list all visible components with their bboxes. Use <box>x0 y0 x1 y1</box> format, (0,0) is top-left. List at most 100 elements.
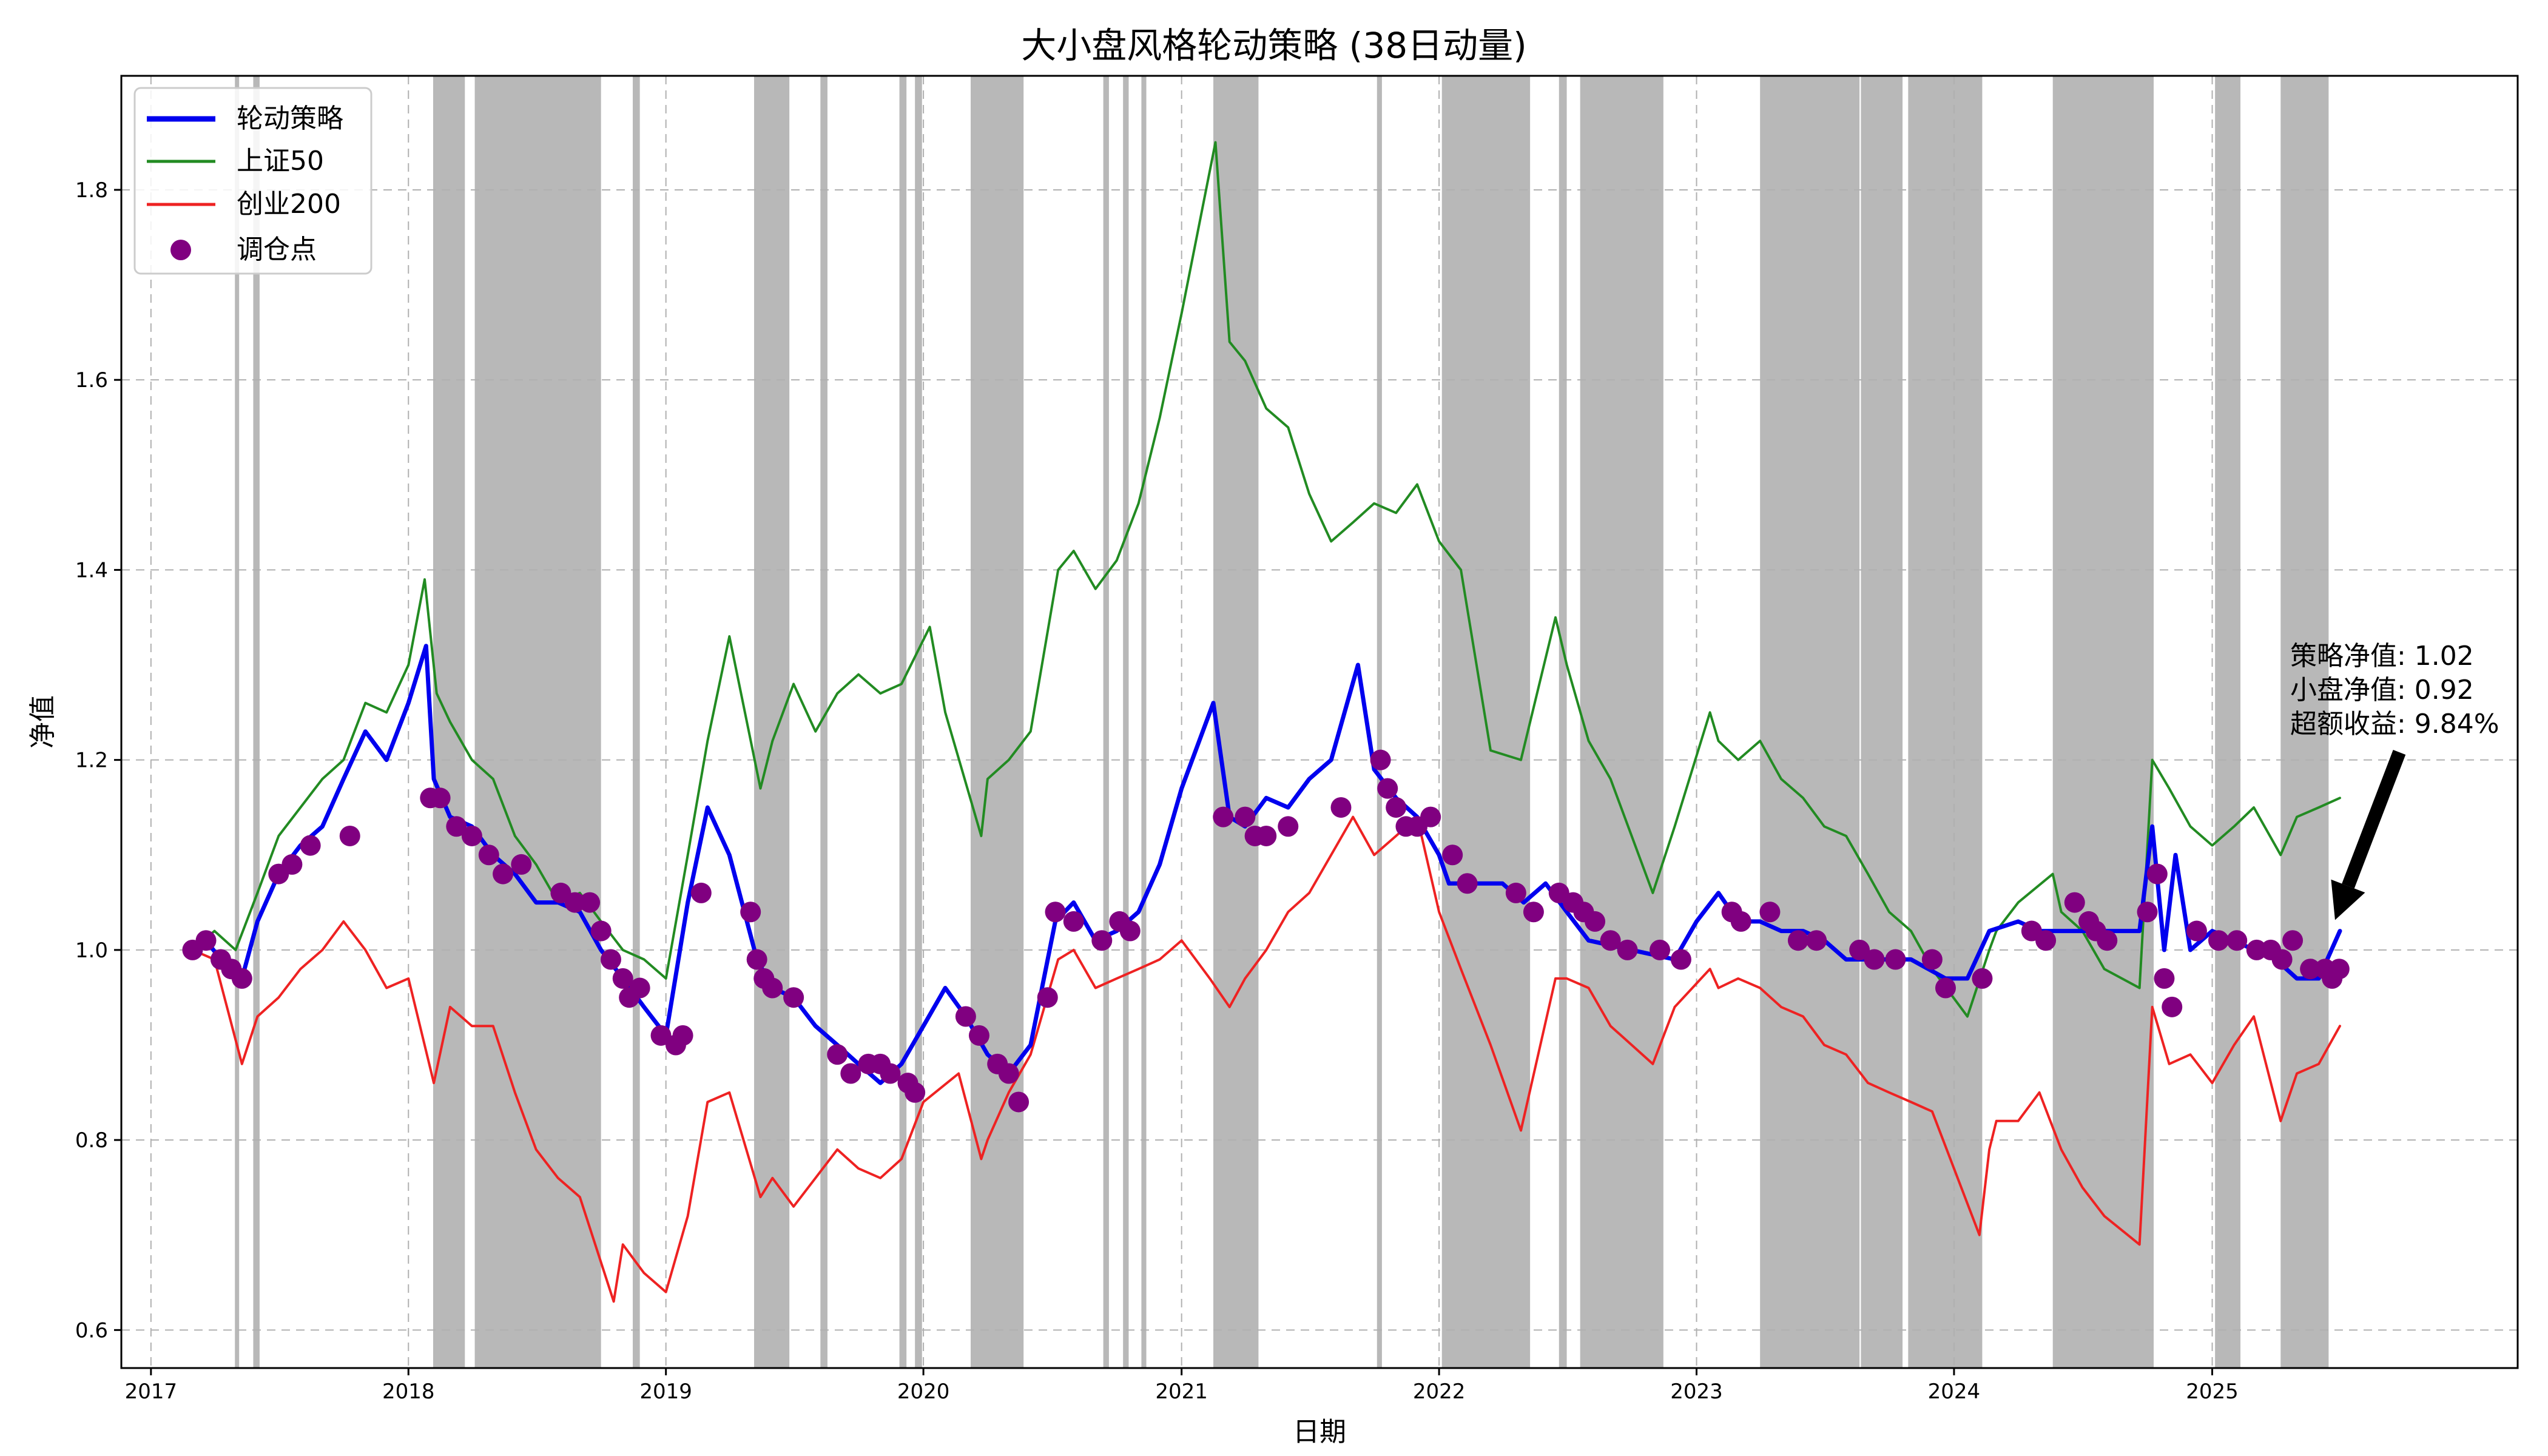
rebalance-point <box>998 1063 1019 1084</box>
rebalance-point <box>968 1025 989 1046</box>
plot-frame <box>120 75 2519 1369</box>
shaded-period <box>1861 76 1903 1368</box>
y-tick-label: 1.4 <box>75 558 108 582</box>
rebalance-point <box>2146 863 2168 885</box>
rebalance-point <box>1235 806 1256 827</box>
y-tick-label: 1.8 <box>75 178 108 203</box>
shaded-period <box>2052 76 2154 1368</box>
rebalance-point <box>783 987 804 1008</box>
chart-title: 大小盘风格轮动策略 (38日动量) <box>1021 25 1527 66</box>
rebalance-point <box>1278 816 1299 837</box>
shaded-period <box>633 76 640 1368</box>
annotation-arrow-head <box>2331 879 2365 920</box>
legend-label-strategy: 轮动策略 <box>237 103 343 134</box>
rebalance-point <box>1008 1091 1030 1113</box>
rebalance-point <box>1119 920 1141 942</box>
rebalance-point <box>1457 873 1478 894</box>
rebalance-point <box>564 892 585 913</box>
shading-layer <box>235 76 2329 1368</box>
shaded-period <box>1559 76 1567 1368</box>
rebalance-point <box>1806 930 1827 951</box>
x-tick-label: 2021 <box>1155 1380 1208 1404</box>
rebalance-point <box>2162 996 2183 1017</box>
rebalance-point <box>1617 939 1638 960</box>
rebalance-point <box>1063 911 1084 932</box>
rebalance-point <box>1921 949 1943 970</box>
rebalance-point <box>1849 939 1870 960</box>
rebalance-point <box>1523 902 1544 923</box>
series-line-sse50 <box>191 141 2341 1018</box>
rebalance-point <box>1650 939 1671 960</box>
grid-layer <box>121 76 2518 1368</box>
annotation-line-excess-return: 超额收益: 9.84% <box>2290 709 2499 740</box>
rebalance-point <box>1045 902 1066 923</box>
y-tick-label: 0.6 <box>75 1318 108 1343</box>
rebalance-point <box>1505 882 1526 903</box>
rebalance-point <box>231 968 252 989</box>
series-line-cyb200 <box>191 815 2341 1303</box>
rebalance-point <box>579 892 601 913</box>
rebalance-point <box>612 968 633 989</box>
rebalance-point <box>2300 959 2321 980</box>
shaded-period <box>253 76 260 1368</box>
x-tick-label: 2022 <box>1413 1380 1466 1404</box>
rebalance-point <box>1386 797 1407 818</box>
rebalance-point <box>672 1025 693 1046</box>
rebalance-point <box>1256 825 1277 846</box>
rebalance-point <box>195 930 217 951</box>
marker-layer <box>182 749 2350 1113</box>
rebalance-point <box>281 854 303 875</box>
y-tick-label: 0.8 <box>75 1128 108 1153</box>
legend-box <box>133 87 372 275</box>
shaded-period <box>915 76 922 1368</box>
shaded-period <box>1908 76 1983 1368</box>
shaded-period <box>971 76 1024 1368</box>
shaded-period <box>474 76 601 1368</box>
rebalance-point <box>2208 930 2229 951</box>
rebalance-point <box>2282 930 2304 951</box>
x-tick-label: 2019 <box>639 1380 692 1404</box>
legend-marker-rebalance <box>170 240 191 260</box>
rebalance-point <box>1037 987 1058 1008</box>
rebalance-point <box>690 882 712 903</box>
legend-label-cyb200: 创业200 <box>237 189 341 220</box>
rebalance-point <box>1935 977 1956 999</box>
shaded-period <box>754 76 790 1368</box>
shaded-period <box>1760 76 1860 1368</box>
legend-label-rebalance: 调仓点 <box>237 234 317 265</box>
rebalance-point <box>740 902 761 923</box>
rebalance-point <box>2186 920 2207 942</box>
x-axis-label: 日期 <box>1293 1417 1346 1448</box>
x-tick-label: 2025 <box>2186 1380 2239 1404</box>
plot-area <box>120 75 2519 1369</box>
y-axis-label: 净值 <box>27 695 58 749</box>
rebalance-point <box>2137 902 2158 923</box>
rebalance-point <box>840 1063 861 1084</box>
shaded-period <box>2280 76 2329 1368</box>
rebalance-point <box>2328 959 2350 980</box>
rebalance-point <box>1864 949 1885 970</box>
shaded-period <box>1377 76 1382 1368</box>
rebalance-point <box>511 854 532 875</box>
rebalance-point <box>2226 930 2248 951</box>
rebalance-point <box>2246 939 2267 960</box>
rebalance-point <box>461 825 482 846</box>
rebalance-point <box>880 1063 901 1084</box>
rebalance-point <box>827 1044 848 1065</box>
rebalance-point <box>1972 968 1993 989</box>
rebalance-point <box>493 863 514 885</box>
annotation-line-smallcap-nav: 小盘净值: 0.92 <box>2290 675 2474 706</box>
rebalance-point <box>2154 968 2175 989</box>
rebalance-point <box>1377 778 1398 799</box>
rebalance-point <box>1585 911 1606 932</box>
shaded-period <box>1141 76 1147 1368</box>
rebalance-point <box>1885 949 1906 970</box>
rebalance-point <box>339 825 360 846</box>
legend: 轮动策略 上证50 创业200 调仓点 <box>133 87 372 275</box>
axis-layer: 0.6 0.8 1.0 1.2 1.4 1.6 1.8 2017 2018 2019 2020 202… <box>75 178 2239 1404</box>
rebalance-point <box>1759 902 1781 923</box>
annotation-line-strategy-nav: 策略净值: 1.02 <box>2290 641 2474 672</box>
x-tick-label: 2018 <box>382 1380 435 1404</box>
rebalance-point <box>446 816 467 837</box>
